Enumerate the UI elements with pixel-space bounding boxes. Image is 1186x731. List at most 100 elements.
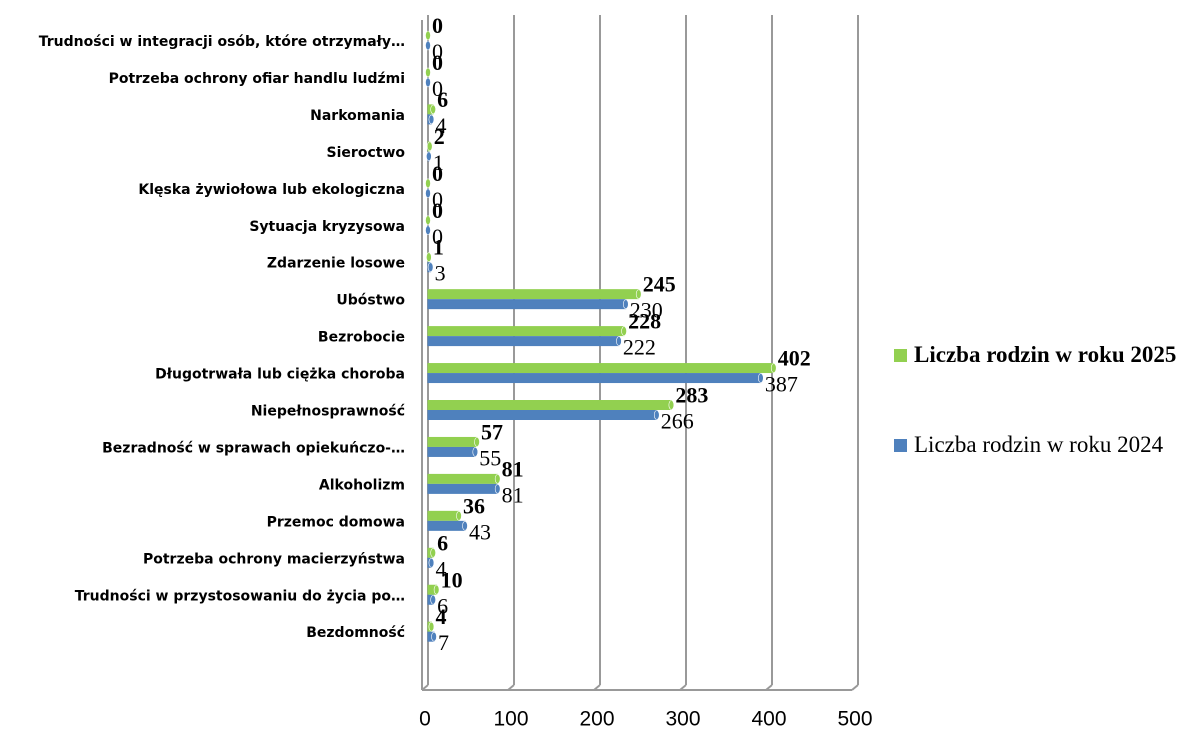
data-label: 228 xyxy=(628,309,661,334)
bar-cap xyxy=(425,40,431,51)
y-tick-label: Klęska żywiołowa lub ekologiczna xyxy=(138,182,405,198)
data-label: 266 xyxy=(661,409,694,434)
bar-cap xyxy=(472,447,479,457)
x-tick-label: 400 xyxy=(751,708,786,731)
data-label: 0 xyxy=(432,161,443,186)
legend-item: Liczba rodzin w roku 2024 xyxy=(890,430,1186,460)
bar xyxy=(427,289,640,300)
data-label: 0 xyxy=(432,39,443,64)
data-label: 245 xyxy=(643,272,676,297)
x-tick-label: 500 xyxy=(837,708,872,731)
bar-cap xyxy=(426,141,433,152)
data-label: 230 xyxy=(630,298,663,323)
data-label: 10 xyxy=(441,567,463,592)
y-tick-label: Potrzeba ochrony ofiar handlu ludźmi xyxy=(109,71,405,87)
bar-cap xyxy=(425,225,431,236)
bar-cap xyxy=(430,104,436,115)
bar xyxy=(427,400,672,410)
data-label: 36 xyxy=(463,493,485,518)
bar-cap xyxy=(433,584,440,595)
bar-cap xyxy=(758,373,764,383)
y-tick-label: Sieroctwo xyxy=(327,145,406,161)
x-tick-label: 300 xyxy=(665,708,700,731)
bar xyxy=(427,436,478,447)
tick-mark xyxy=(679,684,687,691)
data-label: 6 xyxy=(437,530,448,555)
data-label: 55 xyxy=(479,445,501,470)
data-label: 0 xyxy=(432,224,443,249)
bar-cap xyxy=(622,299,629,309)
legend-label: Liczba rodzin w roku 2024 xyxy=(914,432,1164,457)
x-tick-label: 100 xyxy=(493,708,528,731)
bar xyxy=(427,446,476,457)
data-label: 0 xyxy=(432,50,443,75)
bar-cap xyxy=(425,215,431,226)
bar-cap xyxy=(425,30,431,41)
tick-mark xyxy=(851,684,859,691)
bar-cap xyxy=(428,557,435,568)
x-tick-label: 200 xyxy=(579,708,614,731)
data-label: 222 xyxy=(623,335,656,360)
bar-cap xyxy=(425,77,431,88)
bar-cap xyxy=(621,326,627,336)
bar xyxy=(427,473,499,484)
data-label: 1 xyxy=(433,150,444,175)
bar-cap xyxy=(431,631,437,642)
bar xyxy=(427,520,466,531)
bar-cap xyxy=(428,114,435,125)
y-tick-label: Długotrwała lub ciężka choroba xyxy=(155,367,405,383)
data-label: 4 xyxy=(435,113,446,138)
y-tick-label: Trudności w przystosowaniu do życia po… xyxy=(75,588,405,604)
bar-cap xyxy=(428,621,435,632)
data-label: 1 xyxy=(433,235,444,260)
data-label: 6 xyxy=(437,593,448,618)
bar-cap xyxy=(425,178,431,189)
bar-cap xyxy=(426,252,432,263)
data-label: 4 xyxy=(435,604,446,629)
y-tick-label: Zdarzenie losowe xyxy=(267,256,405,272)
data-label: 387 xyxy=(765,372,798,397)
bar-cap xyxy=(494,474,501,484)
data-label: 6 xyxy=(437,87,448,112)
y-tick-label: Bezradność w sprawach opiekuńczo-… xyxy=(102,440,405,456)
y-tick-label: Sytuacja kryzysowa xyxy=(249,219,405,235)
bar xyxy=(427,510,460,521)
bar-cap xyxy=(474,437,480,447)
bar-cap xyxy=(425,188,431,199)
legend-label: Liczba rodzin w roku 2025 xyxy=(914,342,1177,367)
data-label: 7 xyxy=(438,630,449,655)
bar-cap xyxy=(653,410,660,420)
bar-cap xyxy=(430,547,436,558)
y-tick-label: Narkomania xyxy=(310,108,405,124)
legend-item: Liczba rodzin w roku 2025 xyxy=(890,340,1186,370)
tick-mark xyxy=(593,684,601,691)
bar xyxy=(427,483,499,494)
data-label: 81 xyxy=(502,482,524,507)
y-tick-label: Ubóstwo xyxy=(336,293,405,309)
bar-cap xyxy=(494,484,501,494)
bar-cap xyxy=(427,262,434,273)
bar-cap xyxy=(456,511,462,521)
x-tick-label: 0 xyxy=(419,708,431,731)
y-tick-label: Bezdomność xyxy=(306,625,405,641)
bar-cap xyxy=(770,363,777,373)
bar-cap xyxy=(426,151,432,162)
data-label: 0 xyxy=(432,13,443,38)
y-tick-label: Przemoc domowa xyxy=(267,514,405,530)
y-tick-label: Alkoholizm xyxy=(319,477,405,493)
data-label: 2 xyxy=(434,124,445,149)
bar-cap xyxy=(430,594,436,605)
data-label: 3 xyxy=(435,261,446,286)
data-label: 0 xyxy=(432,187,443,212)
bar xyxy=(427,363,775,374)
data-label: 81 xyxy=(502,456,524,481)
tick-mark xyxy=(507,684,515,691)
bar-cap xyxy=(462,521,468,531)
bar xyxy=(427,299,627,310)
bar xyxy=(427,326,625,337)
data-label: 43 xyxy=(469,519,491,544)
data-label: 57 xyxy=(481,419,503,444)
y-tick-label: Niepełnosprawność xyxy=(251,404,405,420)
